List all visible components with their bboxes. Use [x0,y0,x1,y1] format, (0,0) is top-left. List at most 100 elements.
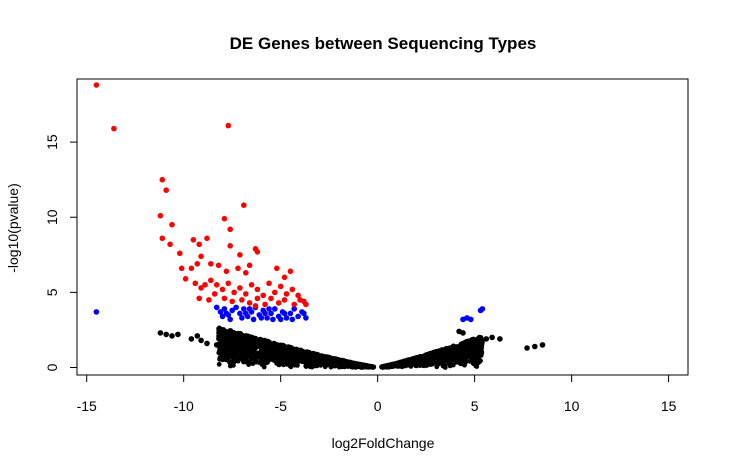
data-point [279,358,285,364]
data-point [218,335,224,340]
data-point [281,297,288,303]
data-point [208,277,214,284]
data-point [267,348,273,354]
x-tick-label: 15 [661,398,677,414]
data-point [213,342,220,348]
data-point [272,306,278,312]
data-point [430,355,436,360]
data-point [468,316,474,323]
data-point [198,285,204,291]
data-point [256,351,262,357]
x-tick-label: 10 [564,398,580,414]
data-point [318,358,324,364]
data-point [291,306,298,312]
data-point [417,355,423,361]
data-point [327,360,333,366]
data-point [225,122,232,129]
data-point [245,340,251,346]
y-tick-label: 5 [44,288,60,296]
data-point [236,355,242,361]
data-point [225,280,232,287]
data-point [93,82,100,88]
data-point [188,336,195,342]
data-point [266,280,272,287]
data-point [227,343,233,350]
data-point [309,356,315,362]
data-point [468,344,473,350]
data-point [231,289,237,296]
data-point [442,365,448,370]
data-point [300,358,306,363]
data-point [281,353,287,359]
data-point [243,291,249,297]
data-point [227,316,233,323]
data-point [221,339,227,345]
data-point [258,315,265,321]
data-point [259,354,265,360]
data-point [275,342,281,348]
data-point [272,352,277,357]
data-point [241,306,247,312]
data-point [235,265,241,272]
data-point [267,343,273,349]
data-point [281,310,288,317]
data-point [303,301,309,308]
chart-title: DE Genes between Sequencing Types [230,34,537,53]
data-point [229,337,235,343]
data-point [216,361,222,367]
data-point [206,297,212,303]
data-point [264,315,270,321]
data-point [226,330,232,336]
data-point [489,334,495,341]
data-point [291,301,298,308]
y-tick-label: 15 [44,134,60,150]
data-point [261,364,267,370]
data-point [258,338,264,344]
data-point [243,270,249,276]
data-point [346,361,352,367]
data-point [248,356,254,362]
data-point [276,351,282,357]
data-point [169,333,175,339]
data-point [266,358,271,363]
data-point [248,336,254,341]
data-point [456,354,462,359]
plot-frame [76,78,689,376]
data-point [237,339,242,345]
data-point [245,344,251,350]
data-point [188,265,195,272]
data-point [243,334,249,339]
data-point [239,297,245,303]
data-point [280,346,285,352]
data-point [524,345,530,351]
series-group [157,328,546,351]
data-point [219,313,226,320]
y-axis-label: -log10(pvalue) [5,183,21,273]
data-point [463,354,469,360]
data-point [237,310,243,317]
data-point [295,292,301,299]
data-point [298,347,303,353]
data-point [266,339,271,344]
data-point [202,282,208,288]
data-point [424,359,429,365]
data-point [227,243,233,249]
series-group [93,304,486,323]
data-point [409,356,415,362]
data-point [303,315,309,321]
data-point [497,336,503,342]
data-point [477,338,483,344]
data-point [227,226,233,233]
data-point [221,215,228,222]
data-point [237,345,243,351]
data-point [229,298,235,305]
data-point [260,292,267,299]
data-point [291,356,297,362]
data-points [93,82,546,370]
data-point [474,350,479,355]
data-point [208,261,214,267]
data-point [430,350,436,356]
data-point [159,235,166,242]
x-tick-label: -15 [77,398,97,414]
data-point [363,363,369,369]
